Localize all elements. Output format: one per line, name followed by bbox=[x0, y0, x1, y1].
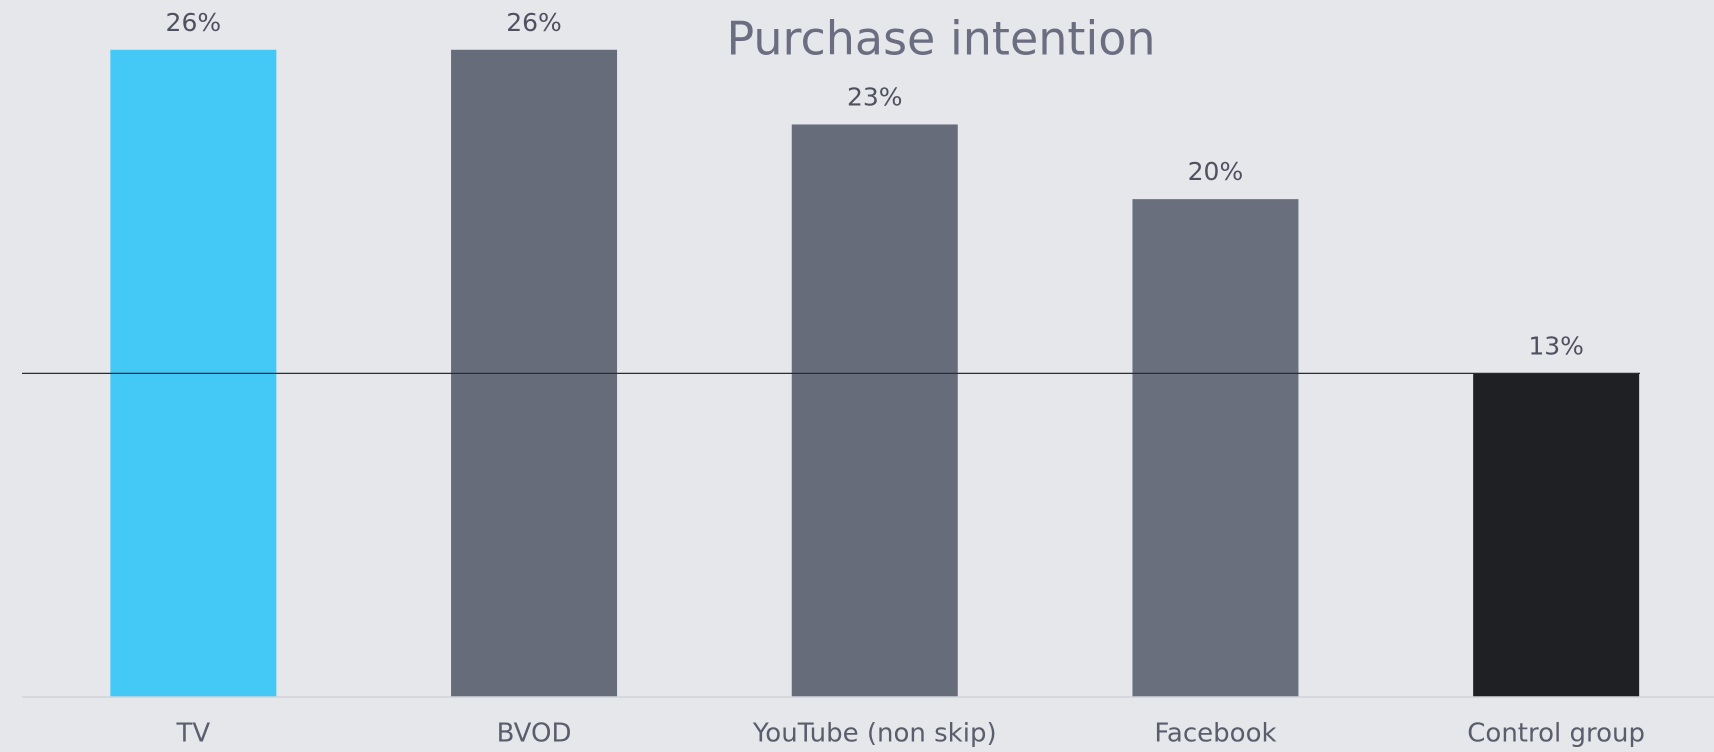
x-tick-label: Facebook bbox=[1154, 719, 1276, 749]
value-label: 13% bbox=[1528, 331, 1584, 360]
x-tick-label: Control group bbox=[1467, 719, 1645, 749]
bar bbox=[1132, 199, 1299, 697]
value-label: 20% bbox=[1188, 157, 1244, 186]
bar bbox=[1473, 373, 1640, 697]
value-label: 26% bbox=[506, 8, 562, 37]
x-tick-label: YouTube (non skip) bbox=[752, 719, 997, 749]
x-tick-label: TV bbox=[176, 719, 211, 749]
x-tick-label: BVOD bbox=[497, 719, 572, 749]
value-label: 26% bbox=[166, 8, 222, 37]
value-label: 23% bbox=[847, 82, 903, 111]
bar bbox=[791, 124, 958, 697]
chart-title: Purchase intention bbox=[726, 12, 1155, 66]
